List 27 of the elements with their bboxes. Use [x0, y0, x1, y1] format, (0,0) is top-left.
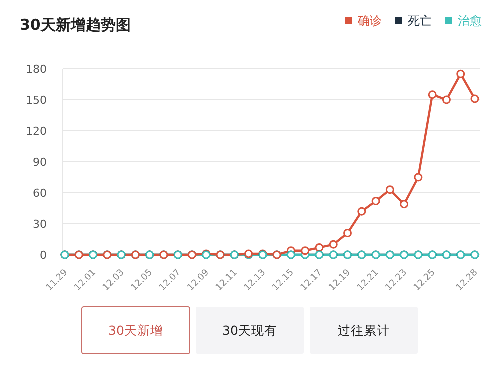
point: [470, 94, 480, 104]
point: [400, 200, 409, 209]
point: [456, 70, 466, 78]
legend-label: 治愈: [458, 14, 482, 28]
legend-label: 死亡: [408, 14, 432, 28]
y-tick-label: 150: [26, 94, 47, 107]
point: [315, 244, 324, 252]
point: [372, 197, 380, 206]
point: [301, 246, 310, 256]
y-tick-label: 30: [33, 218, 47, 231]
chart-title: 30天新增趋势图: [20, 16, 131, 34]
text: 30天现有: [222, 323, 278, 338]
point: [442, 96, 451, 104]
point: [329, 240, 338, 249]
legend-label: 确诊: [357, 14, 382, 28]
point: [344, 229, 352, 238]
y-tick-label: 120: [26, 125, 47, 138]
text: 过往累计: [338, 323, 390, 338]
text: 30天新增: [108, 323, 164, 338]
y-tick-label: 180: [26, 63, 47, 76]
y-tick-label: 90: [33, 156, 47, 169]
point: [386, 186, 394, 194]
y-tick-label: 60: [33, 187, 47, 200]
y-tick-label: 0: [40, 249, 47, 262]
point: [414, 173, 423, 182]
point: [428, 90, 437, 100]
point: [358, 207, 366, 216]
